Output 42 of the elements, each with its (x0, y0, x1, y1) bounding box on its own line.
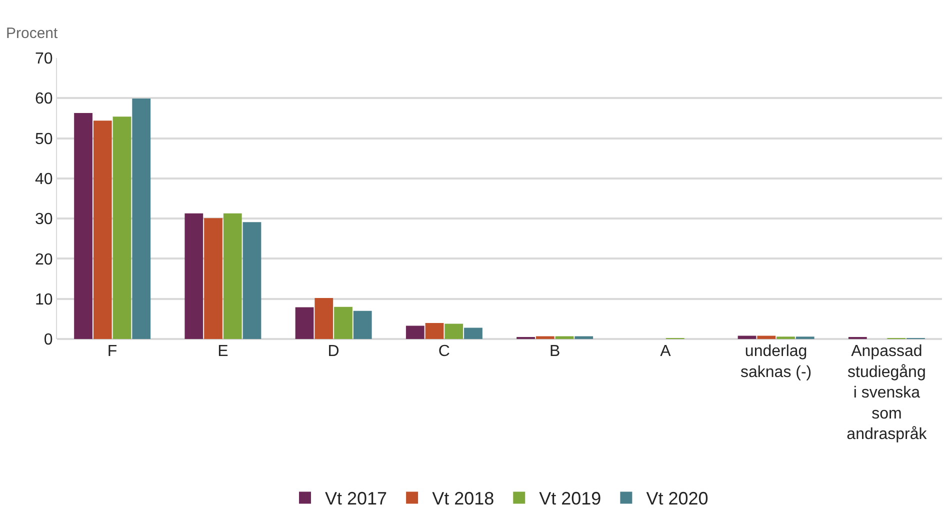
bar (74, 113, 92, 339)
bar (204, 218, 222, 339)
x-tick-label: Anpassad studiegång i svenska som andraspråk (846, 343, 928, 444)
bar (184, 213, 204, 339)
x-tick-label: C (438, 343, 450, 360)
bar (536, 336, 554, 339)
bar (738, 336, 756, 339)
bar (574, 336, 594, 339)
x-tick-label: E (218, 343, 228, 360)
legend-label: Vt 2018 (432, 488, 494, 509)
bar (444, 324, 464, 339)
y-tick-label: 20 (35, 251, 53, 268)
bar (406, 326, 424, 339)
y-tick-label: 60 (35, 90, 53, 108)
bar (295, 307, 314, 339)
y-axis-title: Procent (6, 25, 59, 42)
x-tick-label: underlag saknas (-) (740, 343, 812, 381)
y-tick-label: 70 (35, 50, 53, 68)
bar (353, 310, 372, 339)
x-tick-label: B (549, 343, 560, 360)
bar (464, 328, 482, 339)
x-tick-label: F (107, 343, 118, 360)
bar (757, 336, 776, 339)
bar (223, 213, 242, 339)
x-tick-label: D (328, 343, 340, 360)
y-tick-label: 0 (44, 332, 53, 349)
bar (555, 336, 574, 339)
bar (112, 116, 132, 339)
bar (132, 98, 151, 339)
y-tick-label: 40 (35, 171, 53, 188)
legend-label: Vt 2019 (539, 488, 602, 509)
y-tick-label: 50 (35, 130, 53, 148)
bar (334, 306, 352, 339)
legend-label: Vt 2020 (646, 488, 708, 509)
y-tick-label: 30 (35, 211, 53, 228)
x-tick-label: A (660, 343, 672, 360)
bar (242, 222, 262, 339)
y-tick-label: 10 (35, 291, 53, 308)
legend-label: Vt 2017 (325, 488, 388, 509)
bar (425, 322, 444, 339)
bar (93, 120, 112, 339)
bar (314, 298, 334, 339)
